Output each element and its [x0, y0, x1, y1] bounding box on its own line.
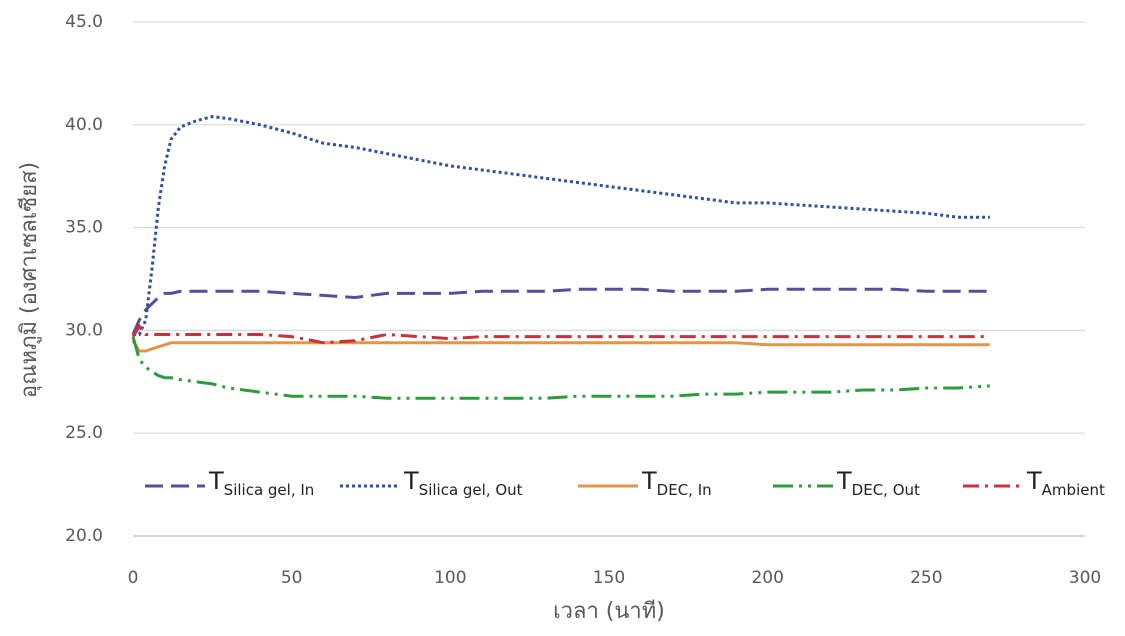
x-axis-title: เวลา (นาที): [553, 599, 665, 624]
legend-label: TDEC, Out: [836, 467, 920, 499]
y-tick-label: 35.0: [65, 218, 103, 238]
series-line: [131, 339, 990, 353]
x-tick-label: 200: [751, 568, 783, 588]
series-line: [131, 287, 990, 336]
y-tick-label: 25.0: [65, 423, 103, 443]
y-tick-label: 20.0: [65, 526, 103, 546]
legend-label: TSilica gel, Out: [403, 467, 523, 499]
x-tick-label: 0: [128, 568, 139, 588]
x-tick-label: 300: [1069, 568, 1101, 588]
series-line: [133, 115, 990, 336]
y-tick-label: 40.0: [65, 115, 103, 135]
x-tick-label: 150: [593, 568, 625, 588]
y-tick-label: 30.0: [65, 320, 103, 340]
x-tick-label: 100: [434, 568, 466, 588]
legend-label: TSilica gel, In: [208, 467, 314, 499]
x-tick-label: 250: [910, 568, 942, 588]
series-line: [131, 323, 990, 345]
legend-label: TDEC, In: [641, 467, 712, 499]
y-axis-title: อุณหภูมิ (องศาเซลเซียส): [17, 162, 42, 398]
x-tick-label: 50: [281, 568, 303, 588]
series-line: [131, 336, 990, 400]
y-tick-label: 45.0: [65, 12, 103, 32]
legend-label: TAmbient: [1026, 467, 1105, 499]
